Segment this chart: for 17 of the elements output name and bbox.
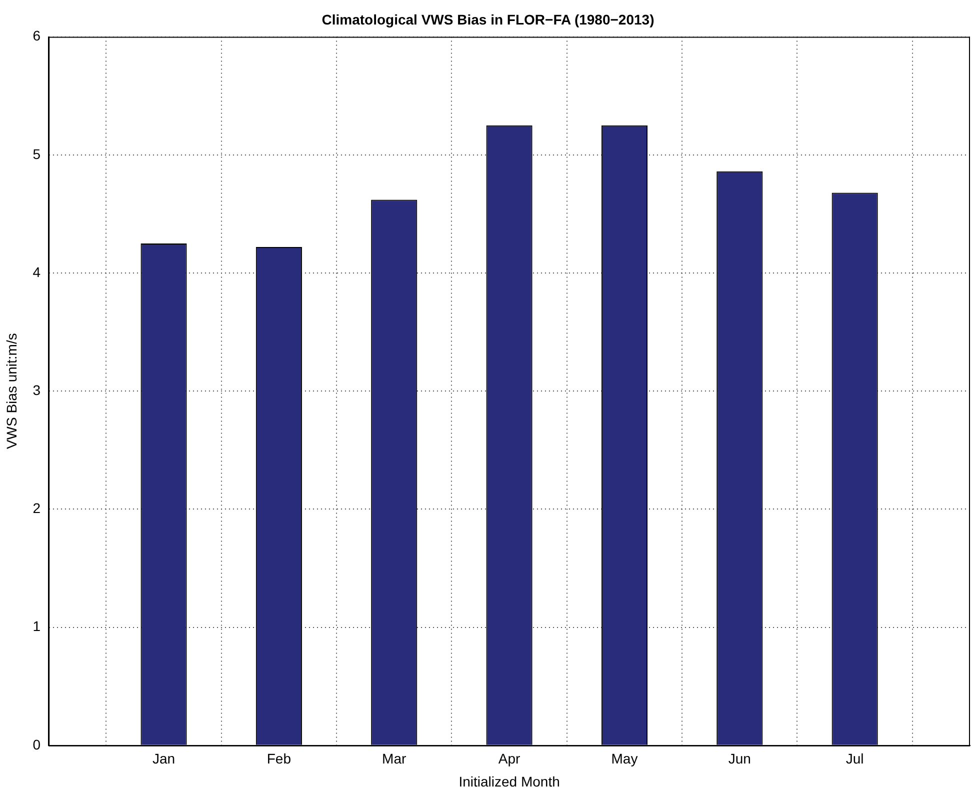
y-tick-label: 0: [32, 736, 41, 752]
x-tick-label: Jul: [846, 750, 864, 767]
x-tick-label: Jan: [152, 750, 176, 767]
y-axis-title: VWS Bias unit:m/s: [3, 333, 20, 450]
x-axis-title: Initialized Month: [458, 773, 560, 790]
x-tick-label: Feb: [266, 750, 292, 767]
chart-title: Climatological VWS Bias in FLOR−FA (1980−2013): [322, 11, 654, 28]
x-tick-label: May: [611, 750, 638, 767]
y-tick-label: 3: [32, 382, 41, 398]
x-tick-label: Mar: [382, 750, 406, 767]
y-tick-label: 5: [32, 146, 41, 162]
y-tick-label: 4: [32, 264, 41, 280]
x-tick-label: Apr: [498, 750, 521, 767]
y-tick-label: 2: [32, 500, 41, 516]
y-tick-label: 1: [32, 618, 41, 634]
y-tick-label: 6: [32, 28, 41, 44]
x-tick-label: Jun: [728, 750, 751, 767]
